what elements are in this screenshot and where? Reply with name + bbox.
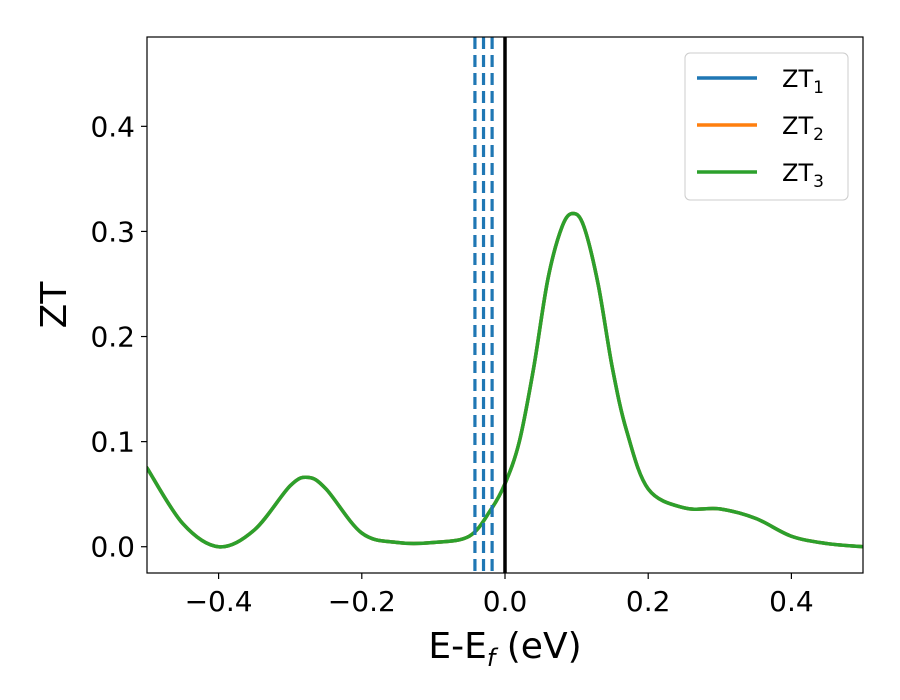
x-tick-label: −0.4 [185,585,253,618]
y-axis-title: ZT [34,281,75,329]
y-tick-label: 0.0 [90,531,135,564]
y-axis: 0.0 0.1 0.2 0.3 0.4 [90,110,147,564]
x-tick-label: −0.2 [328,585,396,618]
legend-label-zt1: ZT1 [782,65,824,98]
series-layer [147,211,863,549]
y-tick-label: 0.4 [90,110,135,143]
legend-label-zt3: ZT3 [782,159,824,192]
x-axis-title: E-Ef (eV) [428,626,581,672]
x-tick-label: 0.4 [769,585,814,618]
y-tick-label: 0.3 [90,215,135,248]
y-tick-label: 0.1 [90,426,135,459]
x-axis: −0.4 −0.2 0.0 0.2 0.4 [185,573,814,618]
y-tick-label: 0.2 [90,321,135,354]
legend-label-zt2: ZT2 [782,112,824,145]
vertical-lines-layer [473,37,507,573]
legend-box [684,52,849,201]
series-line-zt3 [147,211,863,549]
x-tick-label: 0.2 [626,585,671,618]
x-tick-label: 0.0 [483,585,528,618]
legend: ZT1 ZT2 ZT3 [684,52,849,201]
